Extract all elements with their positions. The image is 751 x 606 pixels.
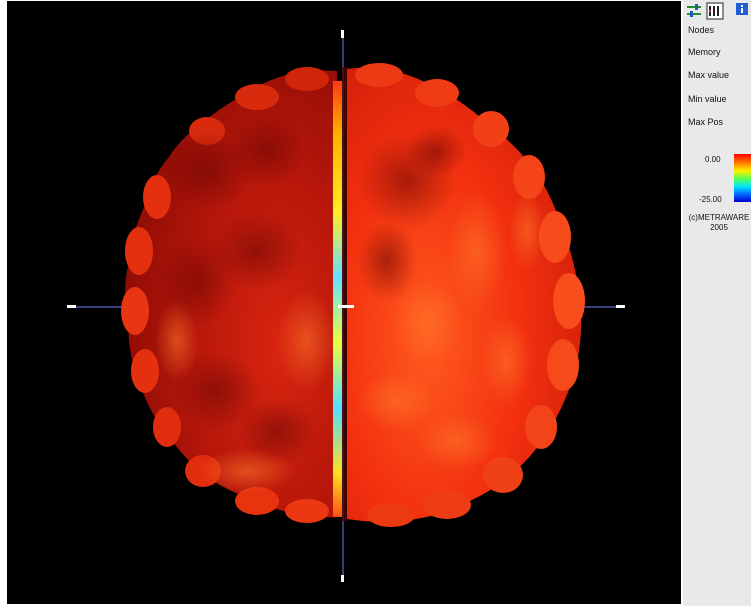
axis-end-marker-right: [616, 305, 625, 308]
info-icon[interactable]: [735, 2, 751, 20]
min-value-label: Min value: [688, 94, 727, 104]
3d-viewport[interactable]: [7, 1, 681, 604]
axis-end-marker-left: [67, 305, 76, 308]
sliders-icon[interactable]: [686, 2, 704, 20]
copyright-text: (c)METRAWARE 2005: [686, 213, 751, 233]
surface-shading-right: [357, 125, 545, 471]
axis-end-marker-bottom: [341, 575, 344, 582]
axis-end-marker-top: [341, 30, 344, 38]
color-scale-legend: [734, 154, 751, 202]
memory-label: Memory: [688, 47, 721, 57]
cut-plane-strip: [333, 81, 342, 517]
nodes-label: Nodes: [688, 25, 715, 35]
surface-shading-left: [155, 115, 337, 493]
max-pos-label: Max Pos: [688, 117, 724, 127]
origin-marker: [338, 305, 354, 308]
panel-toolbar: [683, 2, 751, 22]
info-panel: Nodes Memory Max value Min value Max Pos…: [683, 0, 751, 606]
bar-gauge-icon[interactable]: [706, 2, 724, 20]
radiation-pattern-plot[interactable]: [7, 1, 681, 604]
legend-max-value: 0.00: [705, 155, 721, 164]
copyright-line-2: 2005: [710, 223, 728, 232]
legend-min-value: -25.00: [699, 195, 722, 204]
max-value-label: Max value: [688, 70, 730, 80]
copyright-line-1: (c)METRAWARE: [688, 213, 750, 222]
cut-plane-shadow: [342, 67, 347, 521]
